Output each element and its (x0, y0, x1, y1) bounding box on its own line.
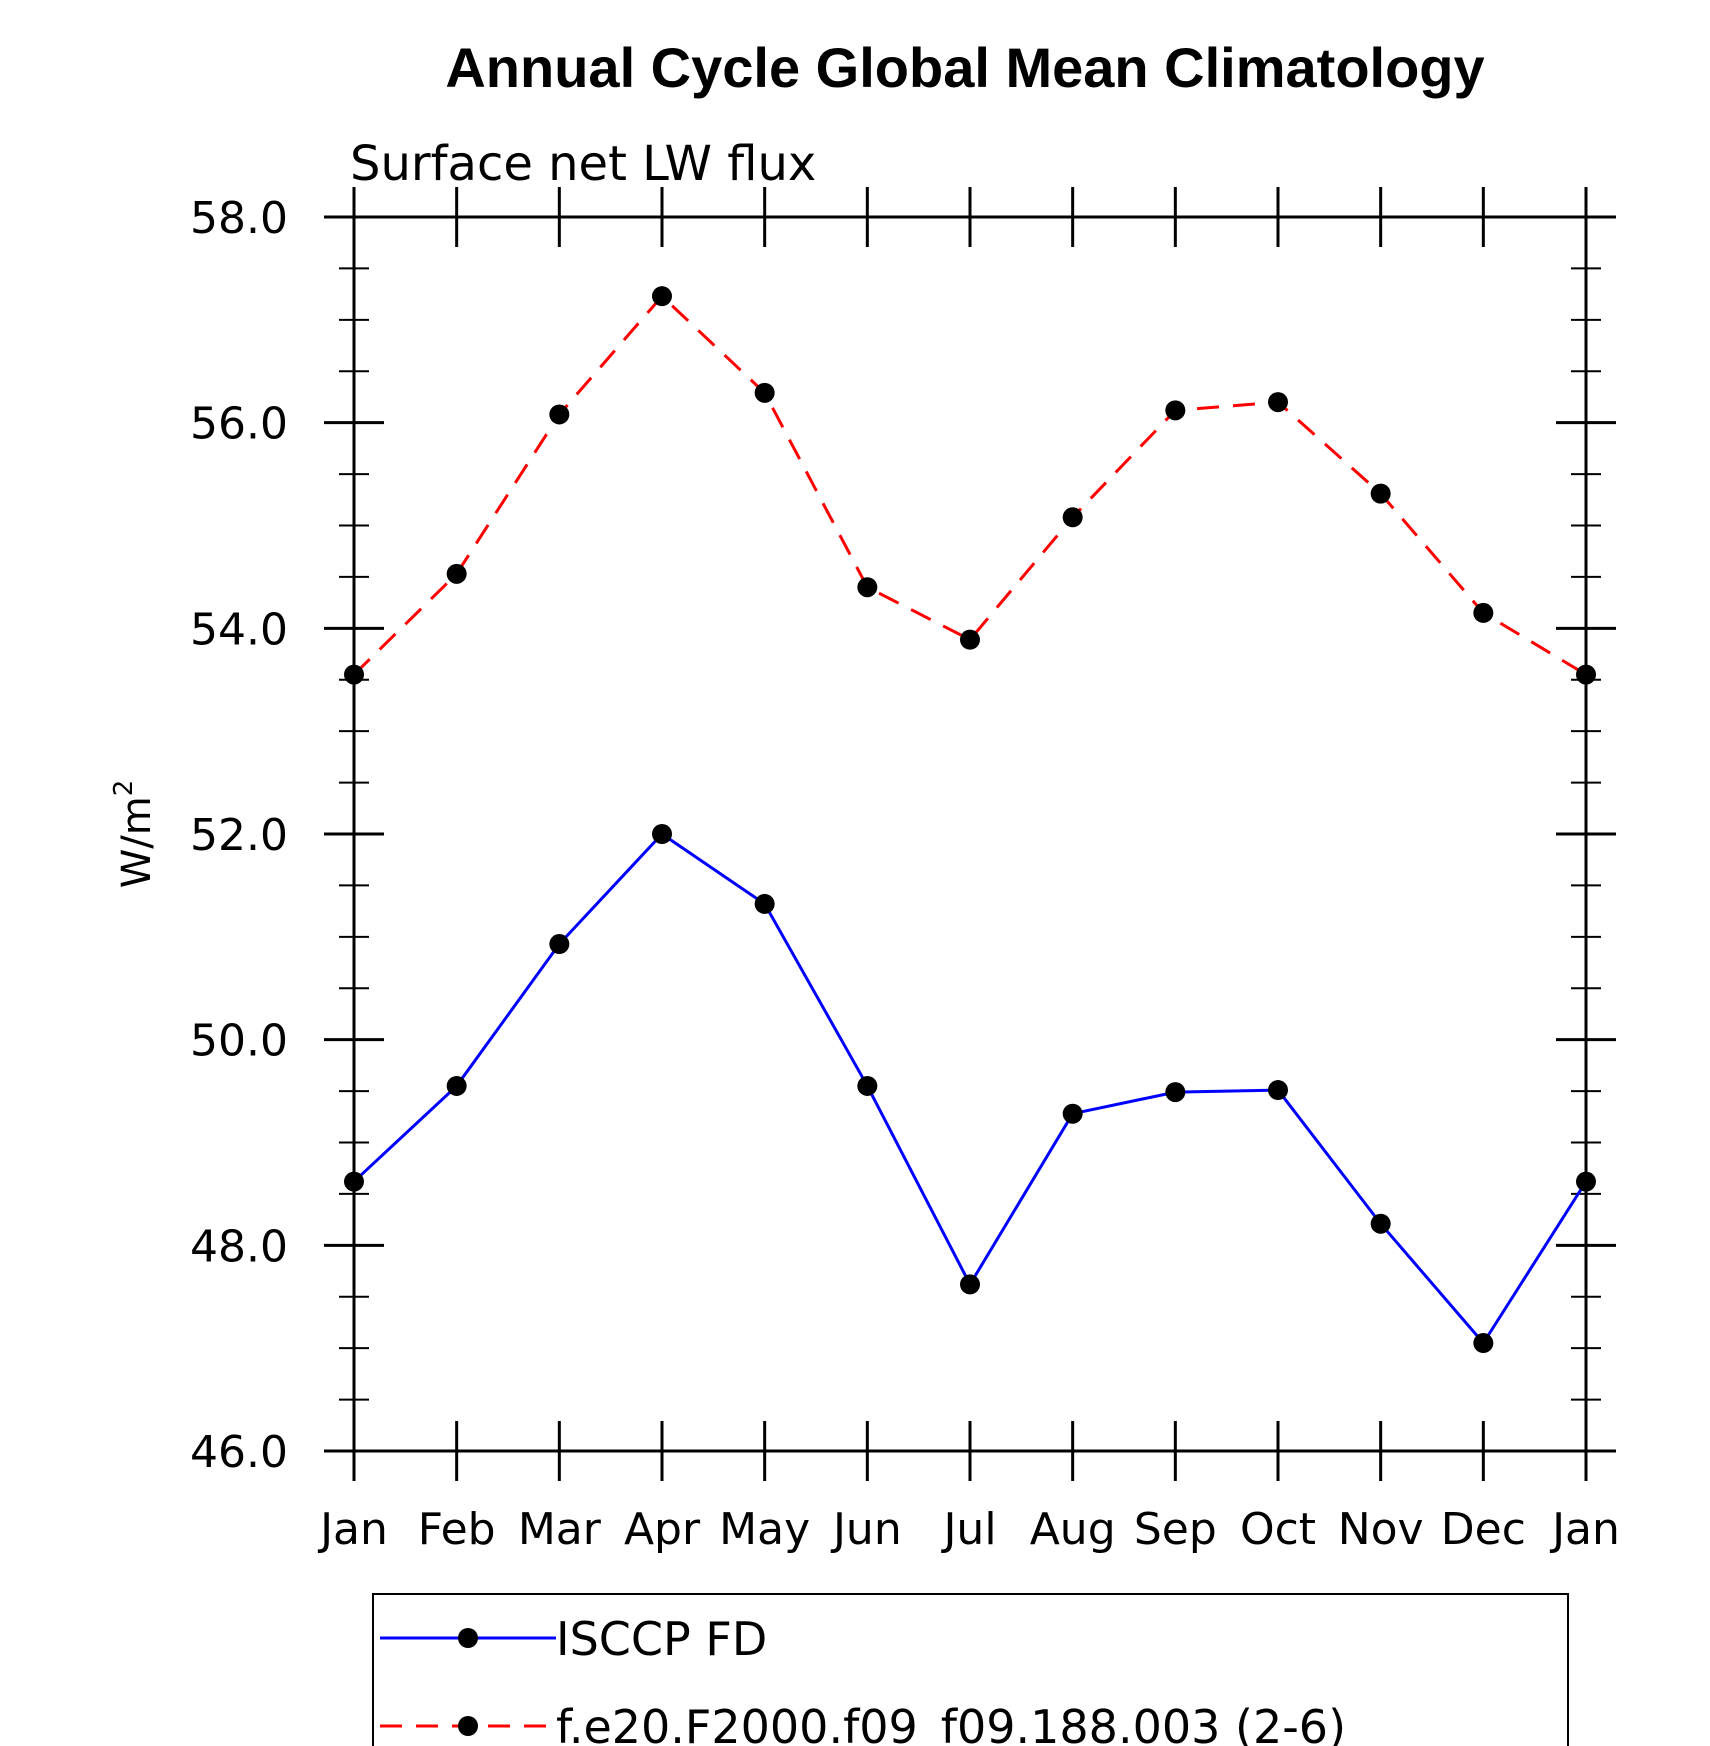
axis-ticks (324, 187, 1616, 1481)
x-axis-tick-labels: Jan Feb Mar Apr May Jun Jul Aug Sep Oct Nov Dec Jan (317, 1504, 1620, 1555)
data-point (446, 1075, 467, 1096)
x-tick-label: Dec (1441, 1504, 1526, 1555)
chart-subtitle: Surface net LW flux (350, 136, 816, 192)
series-line (352, 832, 1588, 1346)
data-point (1165, 400, 1186, 421)
x-tick-label: Oct (1240, 1504, 1316, 1555)
series-line (352, 294, 1587, 676)
x-tick-label: Jan (1549, 1504, 1620, 1555)
x-tick-label: May (719, 1504, 810, 1555)
y-axis-tick-labels: 46.0 48.0 50.0 52.0 54.0 56.0 58.0 (190, 193, 288, 1478)
data-point (652, 286, 672, 307)
x-tick-label: Jan (317, 1504, 388, 1555)
data-point (549, 404, 570, 425)
x-tick-label: Jun (830, 1504, 902, 1555)
legend-items: ISCCP FD f.e20.F2000.f09_f09.188.003 (2-6… (380, 1612, 1346, 1746)
data-point (754, 893, 775, 914)
legend-marker (458, 1628, 478, 1648)
data-point (1473, 1333, 1494, 1354)
data-point (1576, 664, 1596, 685)
plot-frame (352, 215, 1588, 1453)
x-tick-label: Apr (624, 1504, 701, 1555)
data-point (754, 382, 775, 403)
y-axis-label: W/m2 (109, 780, 160, 889)
data-point (1473, 602, 1494, 623)
y-tick-label: 46.0 (190, 1427, 288, 1478)
data-point (857, 577, 878, 598)
data-point (857, 1075, 878, 1096)
x-tick-label: Nov (1338, 1504, 1424, 1555)
data-point (1268, 1080, 1288, 1101)
data-point (1370, 483, 1391, 504)
x-tick-label: Aug (1030, 1504, 1116, 1555)
data-point (652, 824, 672, 844)
y-tick-label: 50.0 (190, 1016, 288, 1067)
y-axis-label-text: W/m (114, 796, 160, 888)
data-point (1268, 392, 1288, 413)
x-tick-label: Feb (418, 1504, 496, 1555)
y-tick-label: 48.0 (190, 1221, 288, 1272)
data-point (960, 1274, 980, 1295)
x-tick-label: Sep (1134, 1504, 1217, 1555)
y-axis-label-superscript: 2 (109, 780, 139, 797)
data-point (1062, 507, 1083, 528)
data-point (1370, 1213, 1391, 1234)
legend-frame (372, 1593, 1569, 1746)
x-tick-label: Jul (940, 1504, 996, 1555)
series-layer (344, 286, 1596, 1354)
data-point (549, 934, 570, 955)
legend-marker (458, 1716, 478, 1736)
y-tick-label: 56.0 (190, 399, 288, 450)
data-point (344, 1171, 364, 1192)
data-point (446, 563, 467, 584)
data-point (1165, 1082, 1186, 1103)
legend: ISCCP FD f.e20.F2000.f09_f09.188.003 (2-6… (372, 1593, 1569, 1746)
data-point (1062, 1103, 1083, 1124)
y-tick-label: 58.0 (190, 193, 288, 244)
x-tick-label: Mar (518, 1504, 602, 1555)
data-point (344, 664, 364, 685)
legend-label: f.e20.F2000.f09_f09.188.003 (2-6) (556, 1700, 1346, 1746)
y-tick-label: 52.0 (190, 810, 288, 861)
y-tick-label: 54.0 (190, 604, 288, 655)
data-point (1576, 1171, 1596, 1192)
data-point (960, 629, 980, 650)
plot-area (324, 187, 1616, 1481)
chart-title: Annual Cycle Global Mean Climatology (445, 36, 1484, 99)
legend-label: ISCCP FD (556, 1612, 767, 1666)
